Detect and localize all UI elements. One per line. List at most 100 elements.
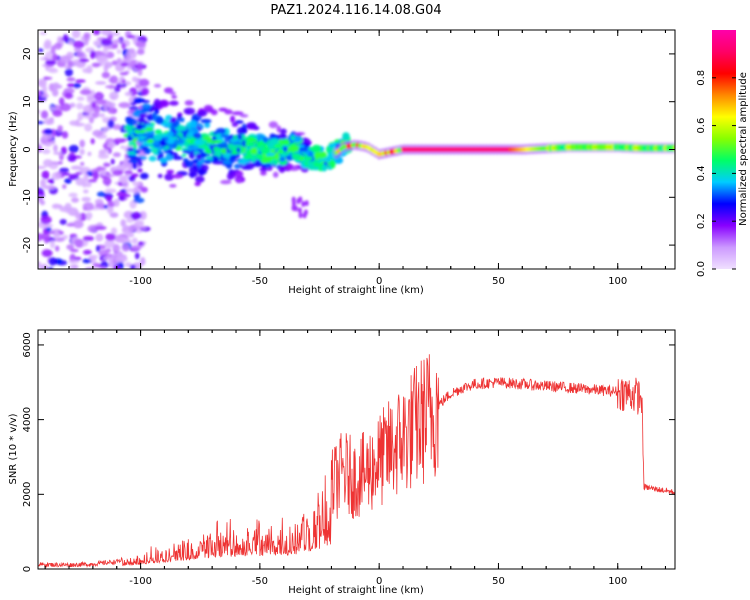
spectrogram-blob [140, 186, 148, 193]
spectrogram-blob [196, 153, 201, 159]
spectrogram-blob [157, 173, 163, 179]
spectrogram-blob [100, 266, 107, 269]
spectrogram-blob [199, 140, 207, 144]
spectrogram-blob [40, 215, 52, 225]
spectrogram-blob [140, 226, 147, 230]
spectrogram-blob [134, 252, 140, 260]
spectrogram-blob [236, 147, 241, 153]
spectrogram-blob [93, 40, 102, 46]
spectrogram-blob [319, 151, 327, 159]
spectrogram-blob [273, 143, 283, 148]
spectrogram-blob [105, 233, 116, 241]
spectrogram-blob [239, 114, 249, 118]
spectrogram-blob [100, 30, 113, 36]
spectrogram-blob [143, 147, 151, 155]
spectrogram-blob [184, 160, 195, 168]
spectrogram-blob [57, 125, 63, 133]
spectrogram-blob [155, 116, 164, 125]
spectrogram-blob [298, 146, 309, 152]
spectrogram-blob [251, 153, 257, 161]
spectrogram-blob [182, 150, 190, 154]
spectrogram-blob [90, 138, 95, 145]
spectrogram-blob [281, 139, 291, 145]
spectrogram-blob [78, 212, 88, 221]
spectrogram-blob [42, 132, 53, 141]
spectrogram-blob [256, 141, 266, 147]
spectrogram-blob [52, 110, 63, 117]
spectrogram-blob [231, 122, 239, 127]
spectrogram-blob [66, 77, 76, 82]
spectrogram-blob [75, 177, 86, 186]
spectrogram-blob [121, 243, 130, 252]
spectrogram-blob [74, 238, 84, 248]
x-tick-label: 100 [608, 576, 627, 587]
spectrogram-blob [133, 97, 143, 103]
colorbar-tick-label: 0.0 [696, 261, 707, 277]
spectrogram-blob [92, 30, 101, 36]
spectrogram-blob [83, 32, 91, 39]
spectrogram-blob [193, 166, 199, 173]
spectrogram-blob [172, 151, 178, 158]
snr-y-label: SNR (10 * v/v) [8, 413, 19, 484]
x-tick-label: 50 [492, 276, 505, 287]
colorbar: 0.0 0.2 0.4 0.6 0.8 Normalized spectral ampl… [696, 30, 749, 277]
spectrogram-blob [101, 71, 111, 79]
spectrogram-blob [91, 111, 100, 118]
spectrogram-blob [214, 149, 222, 158]
spectrogram-blob [60, 146, 67, 155]
spectrogram-blob [66, 244, 75, 251]
spectrogram-blob [301, 200, 306, 207]
spectrogram-blob [79, 58, 90, 63]
spectrogram-blob [40, 179, 47, 188]
spectrogram-blob [142, 132, 152, 138]
y-tick-label: 0 [22, 566, 33, 572]
spectrogram-blob [169, 150, 174, 156]
spectrogram-blob [274, 151, 280, 160]
spectrogram-blob [53, 230, 60, 240]
spectrogram-blob [192, 159, 199, 164]
spectrogram-blob [321, 164, 328, 172]
spectrogram-blob [108, 101, 116, 109]
spectrogram-blob [67, 154, 77, 162]
spectrogram-blob [113, 138, 125, 144]
spectrogram-blob [68, 192, 78, 198]
spectrogram-blob [79, 148, 85, 156]
spectrogram-blob [129, 264, 136, 269]
spectrogram-blob [204, 122, 211, 129]
spectrogram-blob [172, 124, 179, 128]
x-tick-label: -50 [252, 276, 268, 287]
spectrogram-blob [112, 124, 122, 130]
spectrogram-blob [112, 152, 121, 158]
spectrogram-blob [231, 111, 244, 116]
spectrogram-blob [92, 129, 103, 137]
spectrogram-blob [41, 148, 51, 155]
spectrogram-blob [43, 128, 53, 135]
spectrogram-blob [236, 178, 242, 184]
spectrogram-blob [57, 36, 63, 43]
spectrogram-blob [138, 78, 150, 87]
spectrogram-y-ticks: -20 -10 0 10 20 [22, 30, 675, 269]
spectrogram-blob [326, 155, 333, 161]
spectrogram-blob [137, 132, 143, 138]
spectrogram-blob [205, 148, 212, 155]
spectrogram-blob [314, 151, 321, 160]
spectrogram-blob [111, 252, 119, 261]
spectrogram-blob [93, 94, 103, 98]
spectrogram-blob [85, 212, 93, 219]
spectrogram-blob [116, 191, 128, 197]
spectrogram-blob [43, 76, 50, 81]
spectrogram-blob [73, 47, 83, 53]
spectrogram-blob [104, 239, 115, 249]
spectrogram-blob [73, 82, 82, 89]
spectrogram-blob [104, 61, 113, 69]
spectrogram-blob [184, 100, 194, 106]
spectrogram-blob [82, 67, 92, 74]
spectrogram-blob [71, 30, 81, 39]
spectrogram-blob [61, 131, 69, 139]
spectrogram-blob [159, 157, 168, 163]
spectrogram-blob [194, 181, 201, 187]
spectrogram-blob [198, 167, 205, 176]
spectrogram-blob [123, 157, 130, 167]
spectrogram-blob [229, 170, 236, 179]
spectrogram-blob [116, 57, 122, 65]
